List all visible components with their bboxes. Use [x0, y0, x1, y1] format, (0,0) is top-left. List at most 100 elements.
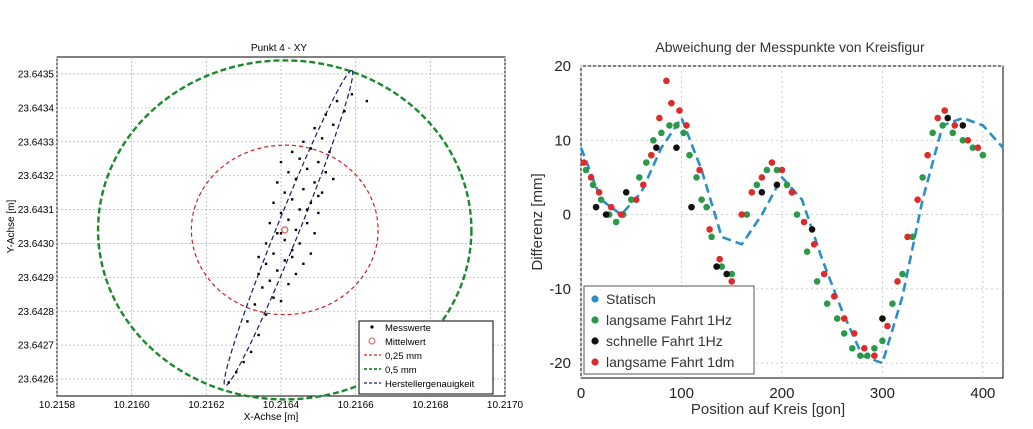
series-point-langsam-1hz [612, 218, 620, 226]
series-point-langsam-1dm [607, 203, 615, 211]
series-point-langsam-1hz [763, 166, 771, 174]
series-point-langsam-1hz [703, 203, 710, 211]
messwert-point [287, 218, 290, 221]
series-point-langsam-1dm [595, 188, 603, 196]
messwert-point [302, 140, 305, 143]
y-tick-label: 23.6431 [18, 205, 55, 216]
messwert-point [332, 123, 335, 126]
series-point-langsam-1hz [753, 181, 761, 189]
series-point-langsam-1hz [857, 352, 864, 360]
messwert-point [298, 242, 301, 245]
messwert-point [320, 137, 324, 140]
messwert-point [242, 360, 245, 364]
x-tick-label: 10.2160 [114, 400, 151, 411]
series-point-langsam-1dm [587, 174, 595, 181]
messwert-point [294, 272, 298, 276]
legend-marker [591, 316, 599, 324]
legend-label: 0,25 mm [385, 351, 422, 362]
series-point-langsam-1dm [941, 107, 949, 114]
messwert-point [298, 208, 301, 211]
legend-label: Messwerte [385, 323, 431, 334]
series-point-langsam-1hz [743, 211, 751, 218]
series-point-langsam-1hz [643, 159, 650, 166]
messwert-point [365, 99, 369, 103]
messwert-point [309, 252, 313, 255]
messwert-point [332, 177, 335, 181]
series-point-langsam-1hz [919, 174, 926, 181]
messwert-point [287, 171, 290, 174]
series-point-langsam-1dm [884, 322, 891, 330]
messwert-point [305, 167, 309, 171]
series-point-schnell-1hz [723, 270, 730, 278]
y-tick-label: 23.6434 [18, 103, 55, 114]
legend-label: Herstellergenauigkeit [385, 379, 475, 390]
messwert-point [309, 201, 313, 204]
messwert-point [291, 198, 294, 201]
legend-label: 0,5 mm [385, 365, 417, 376]
legend-label: langsame Fahrt 1Hz [606, 312, 732, 328]
series-point-langsam-1dm [924, 151, 931, 159]
legend-label: langsame Fahrt 1dm [606, 354, 734, 370]
messwert-point [257, 272, 260, 276]
series-point-langsam-1dm [580, 159, 588, 166]
messwert-point [279, 160, 283, 164]
series-point-langsam-1dm [951, 122, 959, 129]
messwert-point [249, 350, 253, 354]
x-axis-label: Position auf Kreis [gon] [691, 401, 845, 418]
messwert-point [291, 150, 294, 154]
messwert-point [272, 252, 275, 255]
series-point-schnell-1hz [602, 211, 610, 218]
series-point-langsam-1hz [680, 129, 687, 137]
y-tick-label: 23.6430 [18, 239, 55, 250]
messwert-point [302, 262, 305, 265]
x-tick-label: 10.2164 [263, 400, 300, 411]
series-point-langsam-1hz [840, 330, 848, 337]
x-tick-label: 0 [577, 385, 585, 402]
messwert-point [317, 160, 320, 164]
series-point-langsam-1dm [648, 151, 655, 159]
y-tick-label: -10 [549, 281, 571, 298]
series-point-schnell-1hz [959, 122, 967, 129]
series-point-langsam-1dm [728, 278, 736, 285]
series-point-langsam-1dm [663, 77, 670, 85]
y-tick-label: 23.6432 [18, 171, 55, 182]
series-point-langsam-1hz [658, 129, 665, 137]
series-point-langsam-1hz [879, 337, 886, 345]
series-point-langsam-1hz [728, 270, 736, 278]
series-point-langsam-1hz [959, 136, 967, 144]
x-tick-label: 100 [669, 385, 694, 402]
x-tick-label: 10.2170 [487, 400, 524, 411]
x-tick-label: 400 [970, 385, 995, 402]
series-point-langsam-1hz [823, 300, 831, 308]
messwert-point [305, 221, 309, 225]
series-point-langsam-1hz [949, 129, 957, 137]
series-point-langsam-1hz [929, 129, 936, 137]
y-axis-label: Differenz [mm] [529, 173, 546, 270]
series-point-langsam-1hz [969, 144, 977, 152]
y-tick-label: 10 [554, 132, 571, 149]
legend-box [358, 320, 494, 395]
series-point-langsam-1hz [686, 151, 693, 159]
series-point-langsam-1hz [698, 196, 705, 204]
series-point-langsam-1hz [833, 315, 841, 322]
chart-title: Punkt 4 - XY [251, 43, 307, 54]
legend-marker [591, 358, 599, 366]
series-point-langsam-1dm [850, 330, 858, 337]
series-point-langsam-1dm [696, 166, 703, 174]
messwert-point [279, 211, 283, 215]
legend-marker [591, 337, 599, 345]
mittelwert-marker [280, 226, 289, 234]
messwert-point [343, 110, 346, 113]
messwert-point [246, 320, 249, 323]
series-point-langsam-1dm [820, 270, 828, 278]
y-tick-label: 23.6433 [18, 137, 55, 148]
legend-label: Statisch [606, 291, 656, 307]
messwert-point [272, 296, 275, 299]
left-chart-punkt4-xy: 10.2158 10.2160 10.2162 10.2164 10.2166 10.21… [6, 43, 524, 423]
series-point-langsam-1dm [639, 181, 647, 189]
y-tick-label: -20 [549, 355, 571, 372]
y-tick-label: 23.6429 [18, 273, 55, 284]
messwert-point [294, 177, 298, 181]
series-point-langsam-1dm [656, 114, 663, 122]
messwert-point [283, 259, 286, 262]
